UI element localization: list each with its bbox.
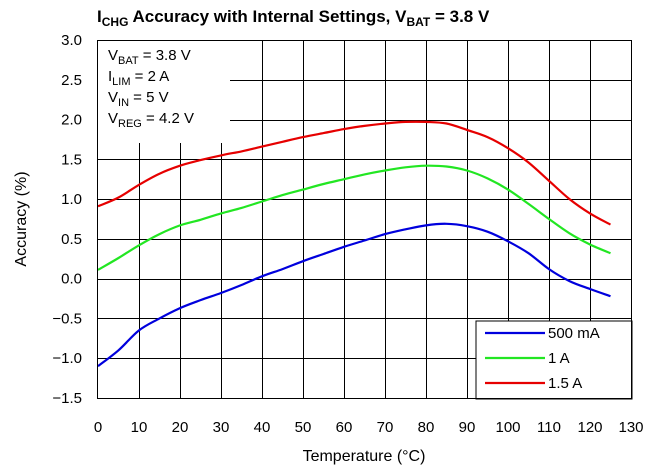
x-tick-labels: 0 10 20 30 40 50 60 70 80 90 100 110 120 130 <box>94 419 644 436</box>
condition-annotation: VBAT = 3.8 V <box>108 47 191 67</box>
y-tick-label: 0.0 <box>61 271 82 288</box>
x-tick-label: 80 <box>418 419 435 436</box>
y-tick-label: 1.5 <box>61 151 82 168</box>
x-tick-label: 100 <box>495 419 520 436</box>
x-tick-label: 90 <box>459 419 476 436</box>
condition-annotation: VIN = 5 V <box>108 89 169 109</box>
series-line <box>97 164 611 271</box>
chart-title: ICHG Accuracy with Internal Settings, VB… <box>97 7 490 29</box>
y-tick-label: −1.0 <box>52 350 82 367</box>
y-tick-label: 2.5 <box>61 72 82 89</box>
y-tick-label: 0.5 <box>61 231 82 248</box>
legend-label: 1 A <box>548 350 570 367</box>
x-tick-label: 50 <box>295 419 312 436</box>
y-tick-label: 2.0 <box>61 112 82 129</box>
x-axis-title: Temperature (°C) <box>303 448 426 465</box>
y-tick-label: 3.0 <box>61 32 82 49</box>
plot-border <box>97 40 632 399</box>
legend: 500 mA 1 A 1.5 A <box>475 320 633 400</box>
y-axis-title: Accuracy (%) <box>13 171 30 266</box>
x-tick-label: 40 <box>254 419 271 436</box>
y-tick-label: −1.5 <box>52 390 82 407</box>
annotation-box <box>98 40 230 143</box>
legend-label: 1.5 A <box>548 375 582 392</box>
condition-annotation: VREG = 4.2 V <box>108 110 194 130</box>
x-tick-label: 130 <box>618 419 643 436</box>
x-tick-label: 110 <box>537 419 561 436</box>
x-tick-label: 70 <box>377 419 394 436</box>
legend-label: 500 mA <box>548 325 600 342</box>
x-tick-label: 20 <box>172 419 189 436</box>
y-tick-labels: 3.0 2.5 2.0 1.5 1.0 0.5 0.0 −0.5 −1.0 −1.5 <box>52 32 82 407</box>
x-tick-label: 10 <box>131 419 148 436</box>
y-tick-label: 1.0 <box>61 191 82 208</box>
x-tick-label: 60 <box>336 419 353 436</box>
x-tick-label: 30 <box>213 419 230 436</box>
data-series <box>97 120 612 368</box>
condition-annotation: ILIM = 2 A <box>108 68 169 88</box>
x-tick-label: 0 <box>94 419 102 436</box>
series-line <box>97 222 611 368</box>
x-tick-label: 120 <box>577 419 602 436</box>
series-line <box>97 120 612 226</box>
y-tick-label: −0.5 <box>52 310 82 327</box>
